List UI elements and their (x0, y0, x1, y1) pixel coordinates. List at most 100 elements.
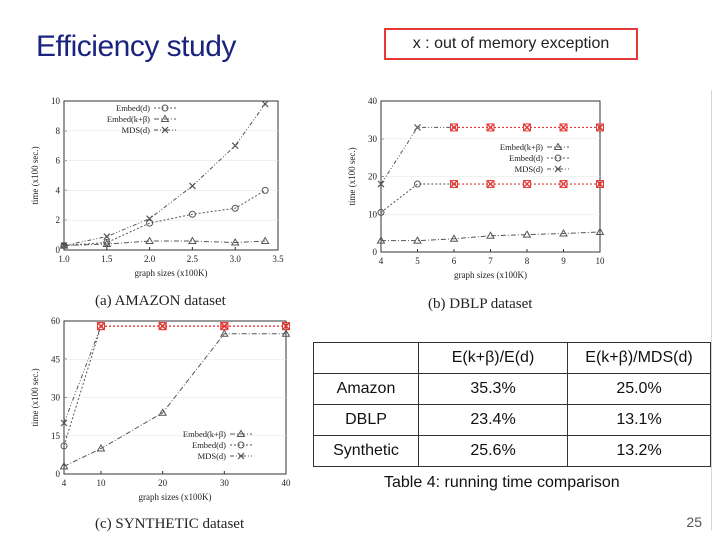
legend-marker-shape (554, 165, 562, 173)
data-point-shape (60, 242, 68, 249)
oom-point-box (596, 123, 604, 132)
chart-caption: (a) AMAZON dataset (95, 293, 227, 309)
oom-point-x (487, 123, 494, 131)
data-point (377, 208, 385, 216)
legend-marker (161, 126, 169, 134)
legend-label: Embed(k+β) (500, 142, 543, 152)
y-tick-label: 0 (56, 469, 61, 479)
data-point (449, 234, 459, 242)
legend-marker (554, 165, 562, 173)
data-point-shape (376, 236, 386, 244)
oom-point (559, 123, 568, 132)
data-point (188, 236, 197, 245)
data-point-shape (96, 444, 106, 452)
table-cell: DBLP (313, 404, 419, 436)
legend-marker (237, 441, 245, 449)
oom-point-box (450, 123, 458, 132)
y-tick-label: 0 (56, 245, 61, 255)
data-point (231, 142, 239, 150)
data-point-shape (145, 236, 154, 245)
x-axis-label: graph sizes (x100K) (454, 270, 527, 280)
oom-point (486, 180, 495, 189)
x-tick-label: 5 (415, 256, 420, 266)
data-point (103, 233, 111, 241)
oom-point-box (486, 180, 495, 189)
legend-marker-shape (161, 104, 169, 112)
data-point-shape (188, 236, 197, 245)
data-point (376, 236, 386, 244)
y-axis-label: time (x100 sec.) (30, 146, 40, 204)
y-axis-label: time (x100 sec.) (30, 368, 40, 426)
data-point (413, 236, 422, 244)
data-point-shape (146, 219, 154, 227)
data-point-shape (219, 329, 229, 337)
oom-point-box (523, 180, 531, 189)
data-point-shape (230, 238, 240, 246)
oom-point-x (159, 322, 167, 330)
legend-label: MDS(d) (122, 125, 151, 135)
data-point-shape (102, 239, 112, 248)
legend-marker (554, 154, 562, 162)
x-tick-label: 2.5 (187, 254, 199, 264)
data-point-shape (414, 124, 421, 131)
table-cell: 25.0% (567, 373, 711, 405)
legend-marker (236, 429, 246, 437)
x-tick-label: 9 (561, 256, 566, 266)
oom-point (559, 180, 568, 189)
y-axis-label: time (x100 sec.) (347, 147, 357, 205)
legend-label: Embed(k+β) (107, 114, 150, 124)
data-point (559, 229, 568, 237)
legend-label: Embed(d) (192, 440, 226, 450)
chart-plot-area (63, 100, 279, 251)
legend-marker-shape (236, 429, 246, 437)
y-tick-label: 8 (56, 126, 61, 136)
data-point (158, 408, 168, 416)
y-tick-label: 6 (56, 156, 61, 166)
series-line (381, 231, 601, 242)
data-point-shape (261, 186, 269, 194)
data-point (59, 461, 69, 470)
data-point (96, 444, 106, 452)
data-point-shape (188, 210, 196, 218)
oom-point-x (523, 180, 531, 188)
data-point-shape (158, 408, 168, 416)
table-cell: Amazon (313, 373, 419, 405)
legend-marker-shape (237, 441, 245, 449)
data-point (188, 210, 196, 218)
data-point (595, 227, 605, 235)
legend-marker-shape (160, 114, 170, 122)
legend-label: MDS(d) (198, 451, 227, 461)
data-point-shape (231, 204, 239, 212)
table-cell: 23.4% (418, 404, 568, 436)
data-point (522, 230, 532, 238)
data-point-shape (60, 442, 68, 450)
legend-marker (553, 142, 563, 150)
table-header-cell: E(k+β)/E(d) (418, 342, 568, 374)
table-header-cell (313, 342, 419, 374)
table-cell: 35.3% (418, 373, 568, 405)
page-number: 25 (686, 514, 702, 530)
x-tick-label: 7 (488, 256, 493, 266)
data-point-shape (60, 419, 68, 427)
oom-point-x (450, 123, 458, 131)
legend-marker (161, 104, 169, 112)
data-point (281, 329, 291, 337)
oom-point-box (559, 180, 568, 189)
y-tick-label: 45 (51, 354, 61, 364)
x-axis-label: graph sizes (x100K) (139, 492, 212, 502)
data-point-shape (595, 227, 605, 235)
data-point (146, 219, 154, 227)
oom-point (158, 322, 167, 331)
oom-point-box (523, 123, 531, 132)
data-point-shape (522, 230, 532, 238)
data-point (60, 419, 68, 427)
y-tick-label: 10 (51, 96, 61, 106)
x-tick-label: 1.0 (58, 254, 70, 264)
x-tick-label: 2.0 (144, 254, 156, 264)
y-tick-label: 40 (368, 96, 378, 106)
oom-point (450, 180, 458, 189)
data-point-shape (377, 180, 385, 188)
table-header-row: E(k+β)/E(d) E(k+β)/MDS(d) (313, 342, 711, 374)
y-tick-label: 0 (373, 247, 378, 257)
legend-label: Embed(k+β) (183, 429, 226, 439)
